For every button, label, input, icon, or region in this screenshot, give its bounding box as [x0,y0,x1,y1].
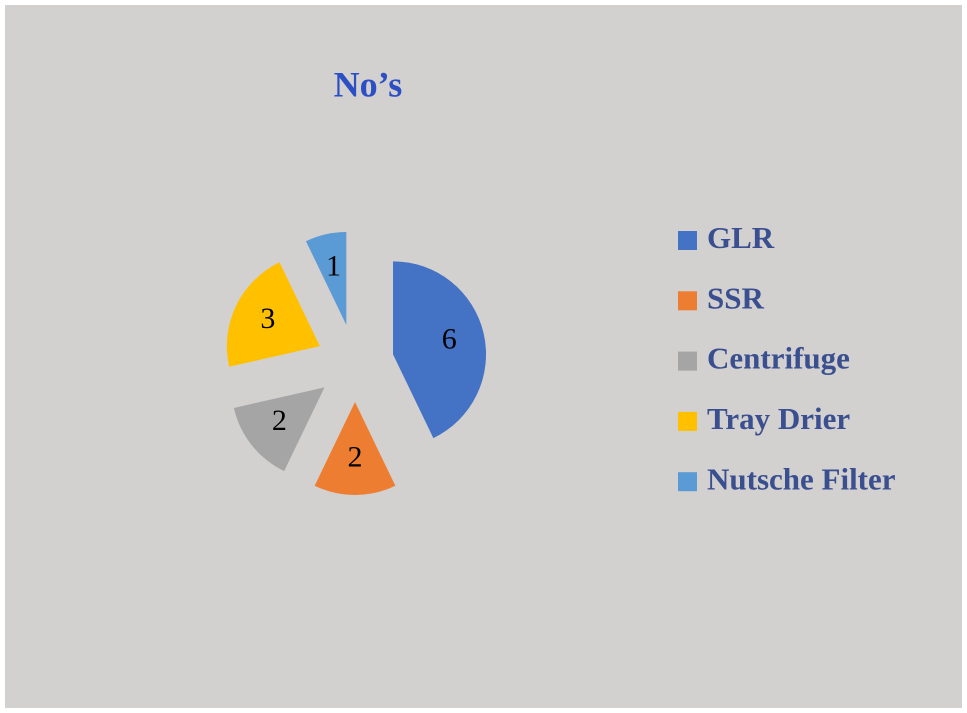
pie-slice [305,231,347,325]
legend-swatch [678,231,697,250]
chart-title: No’s [334,64,403,104]
legend-text: Tray Drier [707,401,850,436]
data-label: 1 [326,250,341,283]
legend-swatch [678,351,697,371]
data-label: 6 [442,322,457,355]
data-label: 3 [260,302,275,335]
data-label: 2 [348,441,363,474]
legend-text: Centrifuge [707,341,850,376]
legend-text: Nutsche Filter [707,461,896,496]
legend-swatch [678,472,697,492]
legend-swatch [678,291,697,311]
legend-swatch [678,411,697,431]
data-label: 2 [272,404,287,437]
pie-slice [314,402,396,495]
pie-slice [226,262,320,367]
legend-text: GLR [707,220,775,255]
pie-slice [233,387,325,472]
pie-slice [393,261,487,439]
legend-text: SSR [707,280,764,315]
